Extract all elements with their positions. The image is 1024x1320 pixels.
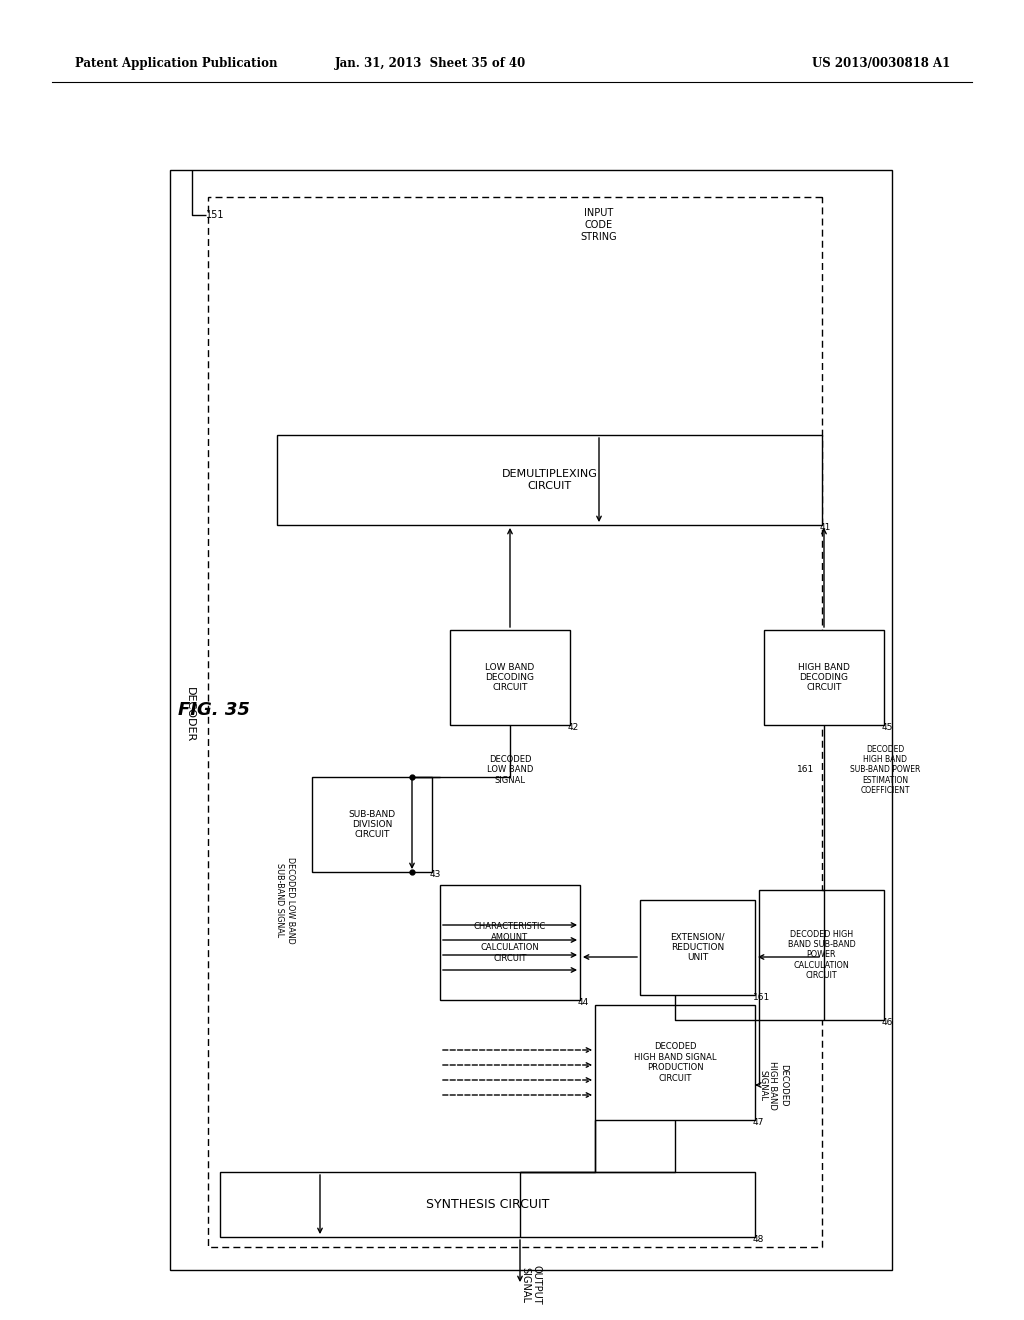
Text: DECODED
HIGH BAND
SUB-BAND POWER
ESTIMATION
COEFFICIENT: DECODED HIGH BAND SUB-BAND POWER ESTIMAT… <box>850 744 921 795</box>
Text: 44: 44 <box>578 998 589 1007</box>
FancyBboxPatch shape <box>759 890 884 1020</box>
Text: SUB-BAND
DIVISION
CIRCUIT: SUB-BAND DIVISION CIRCUIT <box>348 809 395 840</box>
Text: 47: 47 <box>753 1118 764 1127</box>
Text: DECODED
LOW BAND
SIGNAL: DECODED LOW BAND SIGNAL <box>486 755 534 785</box>
Text: 41: 41 <box>820 523 831 532</box>
Text: 42: 42 <box>568 723 580 733</box>
Text: CHARACTERISTIC
AMOUNT
CALCULATION
CIRCUIT: CHARACTERISTIC AMOUNT CALCULATION CIRCUI… <box>474 923 546 962</box>
Text: Jan. 31, 2013  Sheet 35 of 40: Jan. 31, 2013 Sheet 35 of 40 <box>335 57 525 70</box>
FancyBboxPatch shape <box>220 1172 755 1237</box>
Text: 46: 46 <box>882 1018 893 1027</box>
FancyBboxPatch shape <box>640 900 755 995</box>
FancyBboxPatch shape <box>208 197 822 1247</box>
Text: 161: 161 <box>753 993 770 1002</box>
Text: 48: 48 <box>753 1236 764 1243</box>
FancyBboxPatch shape <box>595 1005 755 1119</box>
FancyBboxPatch shape <box>312 777 432 873</box>
FancyBboxPatch shape <box>764 630 884 725</box>
Text: HIGH BAND
DECODING
CIRCUIT: HIGH BAND DECODING CIRCUIT <box>798 663 850 693</box>
FancyBboxPatch shape <box>450 630 570 725</box>
Text: DECODED HIGH
BAND SUB-BAND
POWER
CALCULATION
CIRCUIT: DECODED HIGH BAND SUB-BAND POWER CALCULA… <box>787 929 855 981</box>
Text: EXTENSION/
REDUCTION
UNIT: EXTENSION/ REDUCTION UNIT <box>671 933 725 962</box>
Text: OUTPUT
SIGNAL: OUTPUT SIGNAL <box>520 1265 542 1304</box>
Text: DECODED LOW BAND
SUB-BAND SIGNAL: DECODED LOW BAND SUB-BAND SIGNAL <box>275 857 295 944</box>
FancyBboxPatch shape <box>440 884 580 1001</box>
Text: DECODER: DECODER <box>185 688 195 743</box>
FancyBboxPatch shape <box>278 436 822 525</box>
Text: FIG. 35: FIG. 35 <box>178 701 250 719</box>
Text: US 2013/0030818 A1: US 2013/0030818 A1 <box>812 57 950 70</box>
Text: DECODED
HIGH BAND SIGNAL
PRODUCTION
CIRCUIT: DECODED HIGH BAND SIGNAL PRODUCTION CIRC… <box>634 1043 716 1082</box>
Text: INPUT
CODE
STRING: INPUT CODE STRING <box>581 209 617 242</box>
Text: 161: 161 <box>797 766 814 775</box>
Text: 151: 151 <box>206 210 224 220</box>
Text: LOW BAND
DECODING
CIRCUIT: LOW BAND DECODING CIRCUIT <box>485 663 535 693</box>
Text: SYNTHESIS CIRCUIT: SYNTHESIS CIRCUIT <box>426 1199 549 1210</box>
Text: 43: 43 <box>430 870 441 879</box>
Text: DEMULTIPLEXING
CIRCUIT: DEMULTIPLEXING CIRCUIT <box>502 469 597 491</box>
FancyBboxPatch shape <box>170 170 892 1270</box>
Text: 45: 45 <box>882 723 893 733</box>
Text: DECODED
HIGH BAND
SIGNAL: DECODED HIGH BAND SIGNAL <box>758 1060 787 1109</box>
Text: Patent Application Publication: Patent Application Publication <box>75 57 278 70</box>
